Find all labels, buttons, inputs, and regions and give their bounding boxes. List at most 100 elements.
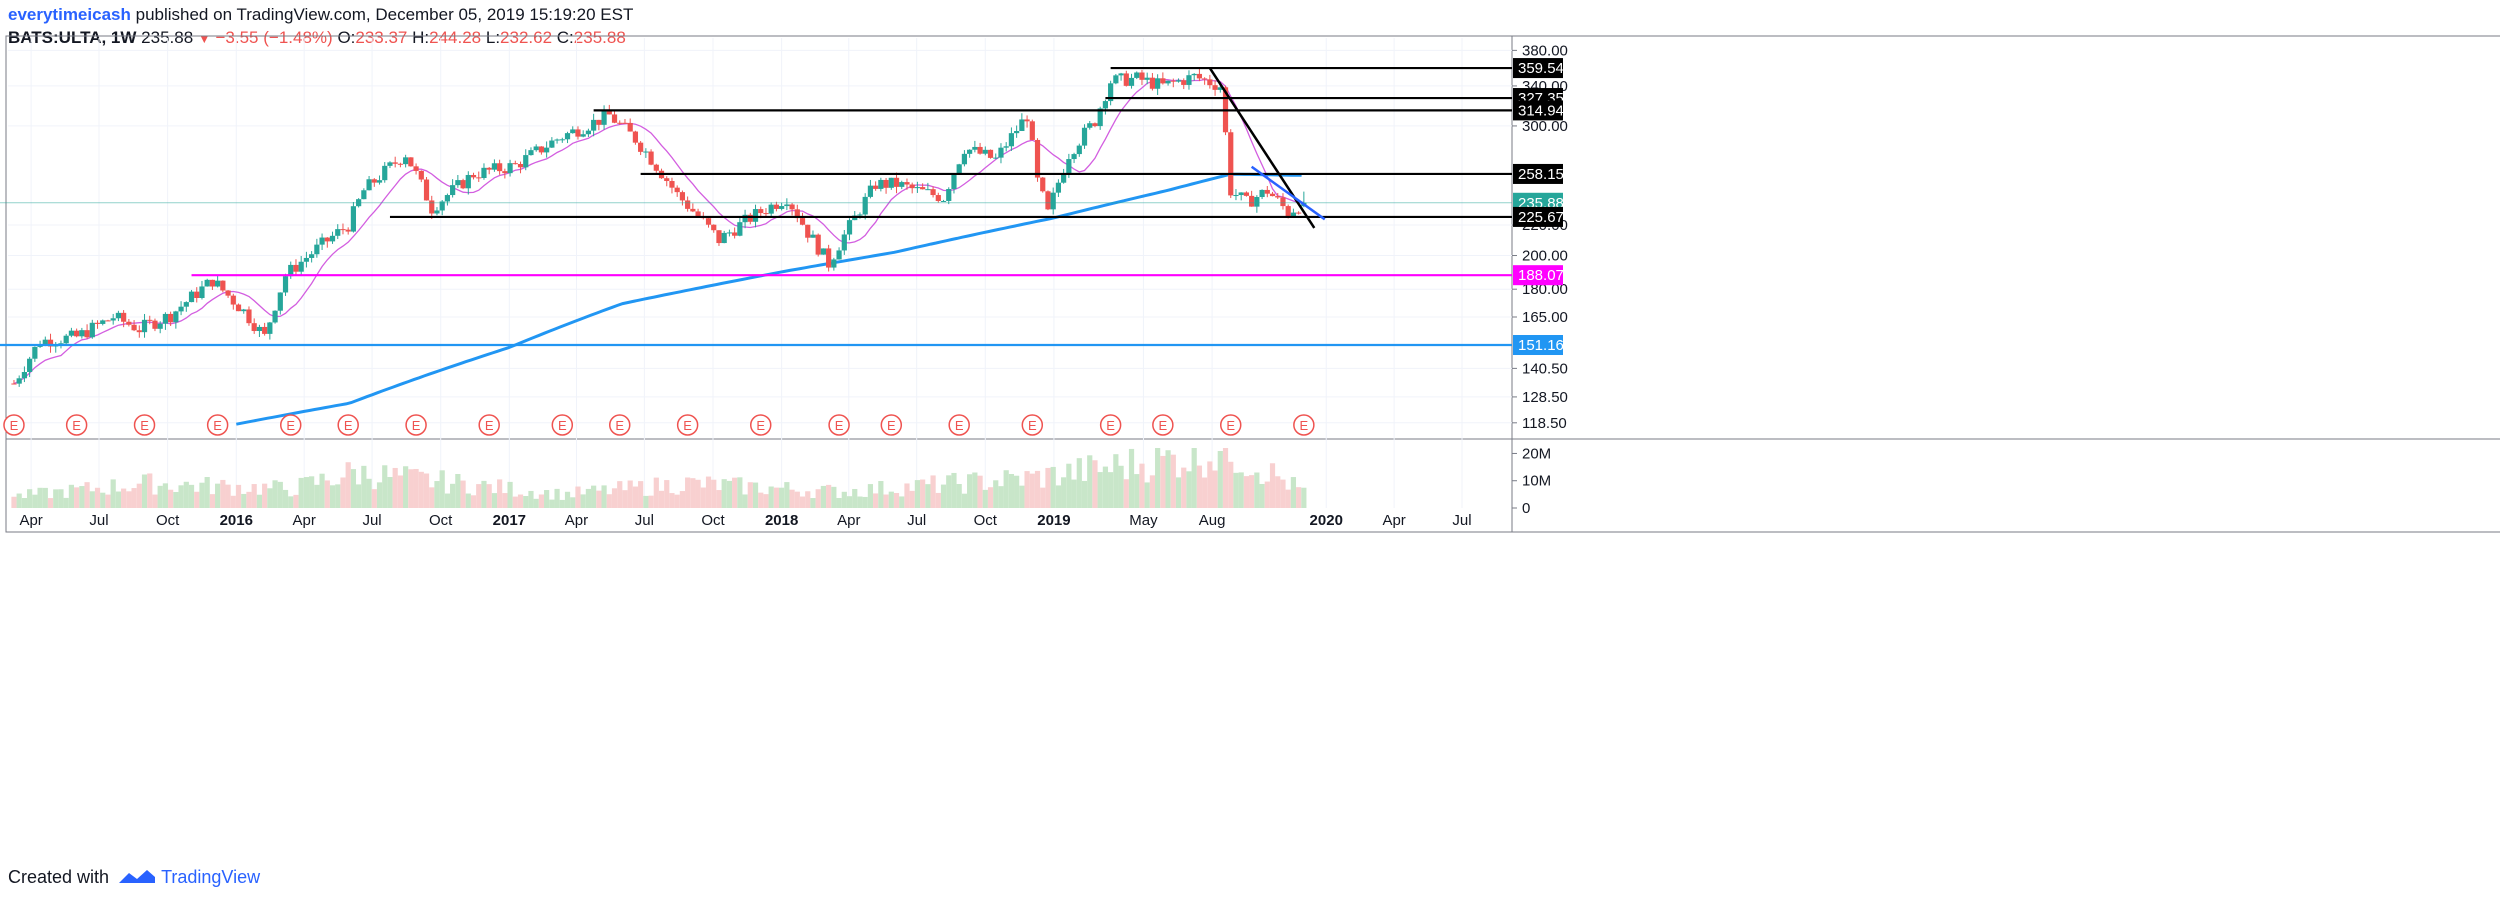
price-change: −3.55 (−1.48%) [215,28,333,47]
candle-body [1238,192,1244,196]
volume-bar [914,480,921,508]
earnings-marker: E [948,414,970,436]
volume-bar [450,483,456,508]
candle-body [1228,132,1234,196]
volume-bar [632,486,639,508]
x-tick-label: Jul [635,512,654,529]
candle [121,310,127,328]
candle [836,247,842,260]
volume-bar [481,480,487,508]
candle [993,153,999,160]
candle-body [951,173,957,190]
candle [1144,72,1150,85]
candle [115,310,122,322]
earnings-marker-label: E [1028,418,1037,433]
candle [841,229,847,255]
candle-body [74,330,80,337]
candle-body [1139,72,1145,80]
volume-bar [705,476,712,508]
tradingview-brand[interactable]: TradingView [161,867,261,887]
volume-bar [810,498,816,508]
candle [732,227,738,239]
candle-body [893,177,900,187]
tradingview-logo-icon[interactable] [117,867,157,887]
candle [32,346,38,362]
candle [611,110,618,124]
candle [74,328,80,338]
candle-body [523,155,529,168]
candle-body [925,189,931,191]
candle [1087,120,1093,130]
candle-body [946,189,952,201]
volume-bar [737,477,743,508]
volume-bar [1034,470,1041,508]
candle [899,180,905,190]
candle-body [570,129,576,134]
candle-body [690,208,696,212]
candle [1160,72,1166,85]
candle [470,172,477,180]
volume-bar [68,484,75,508]
volume-bar [695,479,701,508]
candle [168,311,174,327]
candle [570,126,576,134]
candle-body [935,195,941,202]
volume-bar [857,496,863,508]
y-tick-label: 180.00 [1522,281,1568,298]
volume-bar [444,493,451,508]
candle [303,251,310,268]
candle-body [157,323,163,329]
volume-bar [94,487,101,508]
candle [737,217,743,237]
candle [288,261,294,279]
author-name[interactable]: everytimeicash [8,5,131,24]
earnings-marker-label: E [615,418,624,433]
candle [178,301,184,316]
x-tick-label: Oct [156,512,180,529]
volume-bar [1102,466,1109,508]
candle-body [42,339,48,345]
volume-bar [298,477,304,508]
volume-bar [747,482,753,508]
candle-body [1034,139,1041,178]
candle-body [1155,78,1161,89]
candle-body [32,346,38,359]
volume-bar [873,493,879,508]
volume-bar [204,477,210,508]
volume-bar [215,483,221,508]
earnings-marker-label: E [72,418,81,433]
candle [554,138,560,144]
volume-bar [199,482,205,508]
volume-bar [549,499,555,508]
candle-body [554,139,560,141]
candle [1123,70,1129,87]
volume-bar [1087,455,1093,508]
candle [852,211,858,221]
candle [888,177,894,190]
candle-body [768,204,774,214]
earnings-marker-circle [3,414,25,436]
candle [705,217,712,228]
candle [21,366,28,383]
candle-body [987,149,994,158]
x-tick-label: Oct [429,512,453,529]
volume-bar [1008,473,1015,508]
candle-body [841,234,847,251]
candle-body [601,110,607,125]
candle [768,202,774,218]
x-tick-label: Jul [907,512,926,529]
earnings-marker-circle [1021,414,1044,436]
candle-body [105,320,111,322]
volume-bar [940,484,947,508]
candle-body [319,237,325,245]
candle [408,157,414,167]
candle-body [737,222,743,236]
candle-body [497,163,503,172]
change-down-icon: ▼ [197,31,211,46]
volume-bar [601,485,607,508]
candle-body [309,254,315,258]
volume-bar [272,480,278,508]
volume-bar [319,473,325,508]
candle-body [528,150,534,156]
